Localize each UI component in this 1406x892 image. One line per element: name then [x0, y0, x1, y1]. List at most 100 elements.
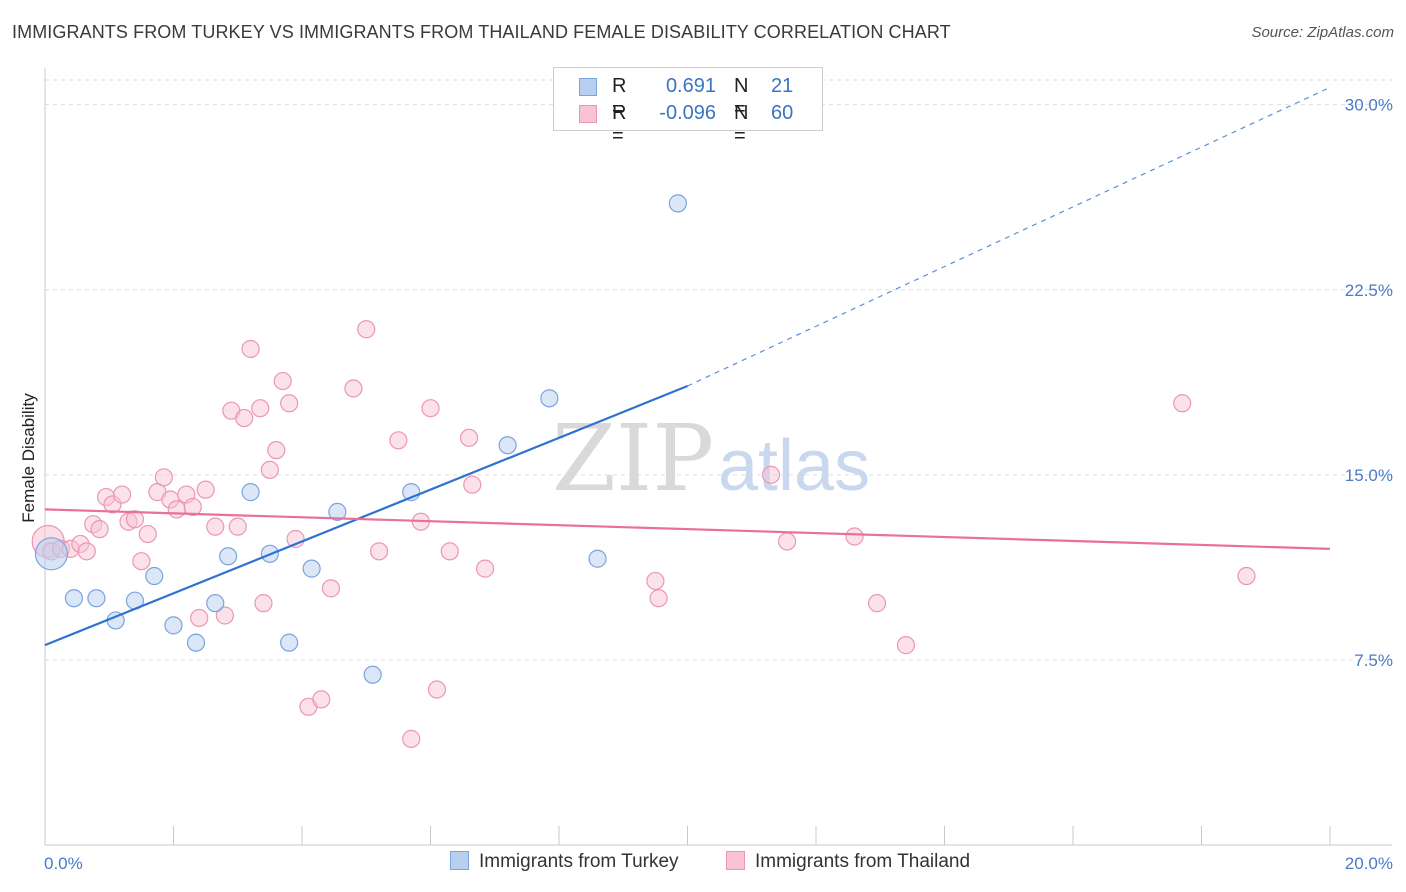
thailand-point [321, 579, 341, 598]
thailand-point [402, 729, 421, 748]
turkey-point [145, 566, 164, 586]
thailand-trend-line [44, 508, 1331, 550]
thailand-point [235, 408, 254, 428]
legend-item-turkey: Immigrants from Turkey [450, 851, 679, 873]
thailand-point [196, 480, 215, 499]
legend-item-thailand: Immigrants from Thailand [726, 851, 970, 873]
turkey-trend-line [44, 384, 688, 647]
legend-thailand-label: Immigrants from Thailand [755, 851, 971, 872]
thailand-point [112, 485, 132, 504]
thailand-point [77, 542, 96, 561]
legend-n-value: 21 [771, 75, 794, 97]
turkey-point [668, 194, 687, 213]
thailand-point [206, 517, 225, 536]
thailand-point [138, 524, 157, 544]
thailand-point [215, 606, 234, 625]
turkey-legend-icon [450, 851, 469, 870]
thailand-point [251, 399, 270, 418]
legend-n-label: N = [734, 102, 749, 147]
thailand-point [845, 527, 864, 546]
thailand-point [267, 441, 286, 460]
thailand-point [90, 520, 109, 539]
thailand-point [254, 594, 273, 613]
thailand-point [646, 571, 665, 591]
thailand-point [154, 468, 173, 487]
turkey-point [219, 547, 238, 566]
axes [44, 68, 1392, 846]
x-tick-labels: 0.0% 20.0% [44, 854, 1393, 873]
thailand-point [190, 608, 209, 628]
turkey-points [34, 194, 687, 684]
legend-r-value: -0.096 [659, 102, 716, 124]
thailand-point [476, 559, 495, 578]
thailand-point [777, 532, 797, 551]
y-tick-label: 30.0% [1345, 96, 1393, 115]
thailand-point [260, 460, 279, 480]
legend-r-label: R = [612, 75, 627, 120]
turkey-point [328, 502, 347, 521]
turkey-point [363, 665, 382, 684]
thailand-point [125, 510, 145, 529]
watermark: ZIP atlas [552, 405, 870, 512]
legend-n-value: 60 [771, 102, 794, 124]
legend-r-value: 0.691 [665, 75, 716, 97]
x-tick-label-min: 0.0% [44, 854, 83, 873]
thailand-point [440, 542, 459, 561]
thailand-point [241, 339, 260, 359]
turkey-point [164, 616, 183, 635]
y-tick-label: 22.5% [1345, 281, 1393, 300]
legend-turkey-label: Immigrants from Turkey [479, 851, 679, 872]
y-axis-label: Female Disability [19, 393, 38, 523]
thailand-point [228, 517, 247, 536]
thailand-point [132, 552, 151, 571]
turkey-point [540, 389, 559, 408]
thailand-point [427, 680, 447, 699]
thailand-point [761, 465, 781, 484]
thailand-point [312, 690, 331, 709]
thailand-point [867, 594, 887, 613]
turkey-point [64, 589, 84, 608]
turkey-point [280, 633, 299, 652]
legend-r-label: R = [612, 102, 627, 147]
turkey-point [206, 594, 225, 613]
turkey-point [588, 549, 607, 568]
turkey-trend-extension [687, 86, 1331, 387]
thailand-point [344, 379, 363, 398]
thailand-point [1173, 394, 1192, 413]
turkey-point [302, 559, 321, 578]
stats-legend: R = 0.691 N = 21 R = -0.096 N = 60 [553, 67, 823, 147]
trend-lines [44, 86, 1331, 647]
chart-title: IMMIGRANTS FROM TURKEY VS IMMIGRANTS FRO… [12, 22, 951, 42]
thailand-legend-icon [726, 851, 745, 870]
thailand-point [389, 431, 408, 450]
turkey-point [186, 633, 206, 652]
watermark-atlas: atlas [718, 426, 870, 506]
thailand-point [459, 428, 479, 447]
turkey-point [34, 537, 69, 571]
thailand-point [273, 371, 292, 391]
thailand-point [370, 542, 389, 561]
y-tick-labels: 7.5% 15.0% 22.5% 30.0% [1345, 96, 1393, 670]
turkey-point [498, 436, 517, 455]
thailand-point [280, 394, 299, 413]
thailand-point [1237, 566, 1256, 586]
turkey-point [87, 589, 106, 608]
grid-lines [45, 79, 1392, 661]
legend-n-label: N = [734, 75, 749, 120]
thailand-point [421, 399, 440, 418]
thailand-point [183, 497, 202, 517]
y-tick-label: 15.0% [1345, 466, 1393, 485]
thailand-swatch-icon [579, 105, 597, 123]
thailand-point [649, 589, 668, 608]
watermark-zip: ZIP [552, 405, 714, 512]
thailand-points [31, 320, 1256, 748]
thailand-point [896, 636, 916, 655]
turkey-point [241, 483, 260, 502]
thailand-point [167, 500, 186, 519]
thailand-point [463, 475, 482, 494]
thailand-point [357, 320, 376, 339]
x-tick-label-max: 20.0% [1345, 854, 1393, 873]
turkey-swatch-icon [579, 78, 597, 96]
source-label: Source: ZipAtlas.com [1251, 24, 1394, 41]
